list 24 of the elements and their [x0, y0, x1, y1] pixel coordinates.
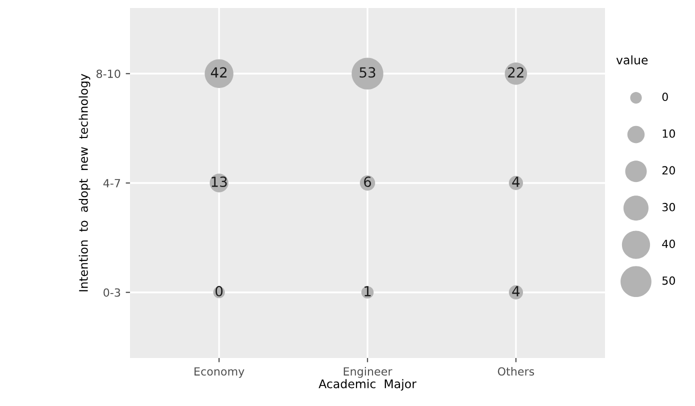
data-label: 4 — [512, 286, 520, 296]
data-label: 30 — [662, 202, 675, 212]
data-label: 20 — [662, 166, 675, 175]
data-label: 42 — [210, 67, 227, 78]
y-tick-label: 8-10 — [96, 70, 120, 78]
data-label: 4 — [512, 176, 520, 187]
x-tick-label: Economy — [194, 367, 244, 378]
x-axis-title: Academic Major — [318, 379, 416, 391]
data-label: 13 — [212, 176, 227, 188]
data-label: 53 — [360, 67, 376, 78]
y-tick-label: 0-3 — [104, 288, 120, 297]
data-label: 0 — [216, 286, 223, 296]
x-tick-label: Others — [498, 367, 534, 376]
data-label: 50 — [662, 276, 675, 285]
text: value — [616, 55, 648, 64]
data-label: 10 — [662, 129, 675, 138]
data-label: 0 — [662, 92, 668, 102]
x-tick-label: Engineer — [344, 367, 392, 378]
data-label: 22 — [508, 67, 524, 78]
data-label: 6 — [364, 176, 372, 188]
y-tick-label: 4-7 — [103, 179, 120, 188]
data-label: 1 — [364, 286, 371, 296]
y-axis-title: Intention to adopt new technology — [78, 74, 90, 292]
data-label: 40 — [662, 240, 675, 248]
